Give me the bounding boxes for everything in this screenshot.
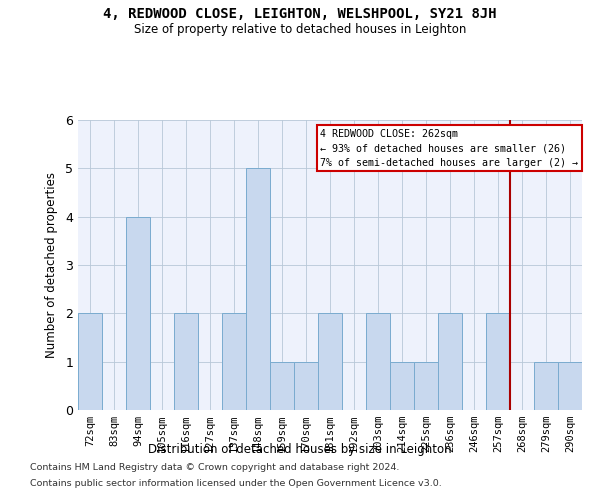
Bar xyxy=(438,314,462,410)
Text: Distribution of detached houses by size in Leighton: Distribution of detached houses by size … xyxy=(148,442,452,456)
Bar xyxy=(558,362,582,410)
Bar xyxy=(414,362,438,410)
Bar xyxy=(390,362,414,410)
Bar xyxy=(366,314,390,410)
Bar xyxy=(174,314,198,410)
Bar xyxy=(126,216,150,410)
Y-axis label: Number of detached properties: Number of detached properties xyxy=(45,172,58,358)
Bar xyxy=(270,362,294,410)
Text: 4 REDWOOD CLOSE: 262sqm
← 93% of detached houses are smaller (26)
7% of semi-det: 4 REDWOOD CLOSE: 262sqm ← 93% of detache… xyxy=(320,128,578,168)
Bar xyxy=(246,168,270,410)
Text: Contains public sector information licensed under the Open Government Licence v3: Contains public sector information licen… xyxy=(30,478,442,488)
Bar xyxy=(486,314,510,410)
Text: Contains HM Land Registry data © Crown copyright and database right 2024.: Contains HM Land Registry data © Crown c… xyxy=(30,464,400,472)
Text: 4, REDWOOD CLOSE, LEIGHTON, WELSHPOOL, SY21 8JH: 4, REDWOOD CLOSE, LEIGHTON, WELSHPOOL, S… xyxy=(103,8,497,22)
Bar xyxy=(318,314,342,410)
Bar xyxy=(534,362,558,410)
Bar xyxy=(78,314,102,410)
Text: Size of property relative to detached houses in Leighton: Size of property relative to detached ho… xyxy=(134,22,466,36)
Bar xyxy=(294,362,318,410)
Bar xyxy=(222,314,246,410)
